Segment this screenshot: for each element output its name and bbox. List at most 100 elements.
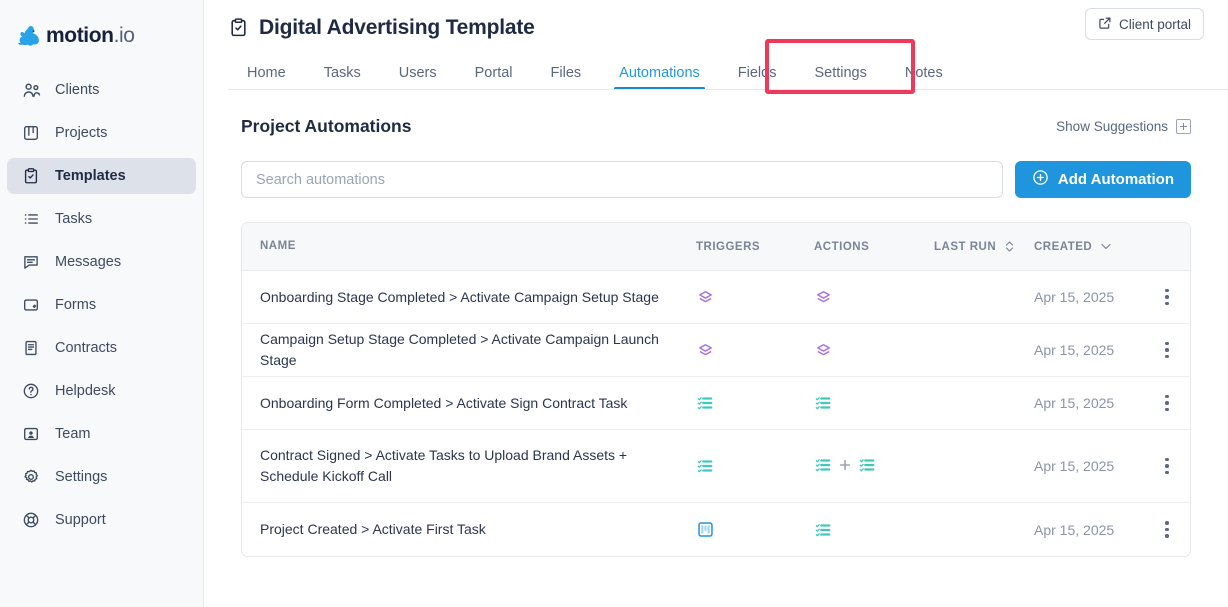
trigger-cell [696, 341, 814, 360]
trigger-cell [696, 520, 814, 539]
message-icon [20, 252, 42, 272]
created-cell: Apr 15, 2025 [1034, 521, 1115, 538]
sidebar-item-label: Tasks [55, 211, 93, 227]
column-header-created-label: CREATED [1034, 240, 1093, 253]
main-content: Digital Advertising Template Client port… [204, 0, 1228, 607]
row-menu-button[interactable] [1144, 285, 1190, 310]
sidebar-item-label: Templates [55, 168, 126, 184]
projects-icon [20, 123, 42, 143]
table-row[interactable]: Project Created > Activate First Task [242, 503, 1190, 556]
sidebar-item-support[interactable]: Support [7, 502, 196, 538]
action-cell [814, 521, 934, 539]
client-portal-label: Client portal [1118, 16, 1191, 32]
automation-name: Campaign Setup Stage Completed > Activat… [260, 331, 659, 368]
trigger-cell [696, 394, 814, 412]
lifebuoy-icon [20, 510, 42, 530]
tab-users[interactable]: Users [398, 64, 437, 81]
sidebar-item-messages[interactable]: Messages [7, 244, 196, 280]
tab-home[interactable]: Home [247, 64, 286, 81]
table-row[interactable]: Campaign Setup Stage Completed > Activat… [242, 324, 1190, 377]
tab-files[interactable]: Files [550, 64, 582, 81]
sidebar-item-team[interactable]: Team [7, 416, 196, 452]
search-input[interactable] [241, 161, 1003, 198]
task-list-icon [814, 521, 832, 539]
trigger-cell [696, 288, 814, 307]
table-row[interactable]: Onboarding Form Completed > Activate Sig… [242, 377, 1190, 430]
table-row[interactable]: Contract Signed > Activate Tasks to Uplo… [242, 430, 1190, 503]
tab-tasks[interactable]: Tasks [323, 64, 361, 81]
section-header: Project Automations Show Suggestions [232, 90, 1200, 137]
sidebar-item-label: Projects [55, 125, 108, 141]
tab-portal[interactable]: Portal [474, 64, 513, 81]
task-list-icon [696, 394, 714, 412]
automation-name: Onboarding Form Completed > Activate Sig… [260, 394, 628, 411]
sidebar-item-settings[interactable]: Settings [7, 459, 196, 495]
kebab-menu-icon [1161, 517, 1173, 542]
column-header-last-run[interactable]: LAST RUN [934, 241, 1034, 253]
stage-icon [696, 288, 715, 307]
tab-fields[interactable]: Fields [737, 64, 777, 81]
automation-name: Project Created > Activate First Task [260, 521, 486, 537]
row-menu-button[interactable] [1144, 391, 1190, 416]
brand-logo[interactable]: motion.io [0, 14, 203, 54]
sidebar-item-label: Contracts [55, 340, 118, 356]
plus-box-icon [1176, 119, 1191, 134]
task-list-icon [858, 456, 876, 477]
row-menu-button[interactable] [1144, 517, 1190, 542]
automation-name: Onboarding Stage Completed > Activate Ca… [260, 288, 659, 305]
brand-name: motion.io [46, 24, 135, 47]
question-circle-icon [20, 381, 42, 401]
add-automation-label: Add Automation [1057, 171, 1174, 188]
sidebar-item-helpdesk[interactable]: Helpdesk [7, 373, 196, 409]
row-menu-button[interactable] [1144, 338, 1190, 363]
row-menu-button[interactable] [1144, 454, 1190, 479]
chevron-down-icon [1101, 243, 1111, 250]
stage-icon [814, 288, 833, 307]
automations-table: NAME TRIGGERS ACTIONS LAST RUN CREATED [241, 222, 1191, 557]
sort-updown-icon [1005, 241, 1014, 252]
kebab-menu-icon [1161, 338, 1173, 363]
form-icon [20, 295, 42, 315]
contract-icon [20, 338, 42, 358]
tab-automations[interactable]: Automations [600, 65, 719, 91]
kebab-menu-icon [1161, 285, 1173, 310]
column-header-created[interactable]: CREATED [1034, 241, 1144, 253]
gear-icon [20, 467, 42, 487]
tab-bar: Home Tasks Users Portal Files Automation… [228, 48, 1228, 91]
stage-icon [814, 341, 833, 360]
plus-circle-icon [1032, 169, 1049, 190]
column-header-actions: ACTIONS [814, 240, 870, 253]
sidebar-item-templates[interactable]: Templates [7, 158, 196, 194]
client-portal-button[interactable]: Client portal [1084, 8, 1204, 40]
rabbit-logo-icon [16, 25, 42, 47]
sidebar-item-forms[interactable]: Forms [7, 287, 196, 323]
clipboard-check-icon [20, 166, 42, 186]
users-icon [20, 80, 42, 100]
sidebar-item-projects[interactable]: Projects [7, 115, 196, 151]
created-cell: Apr 15, 2025 [1034, 289, 1115, 305]
stage-icon [696, 341, 715, 360]
sidebar-item-clients[interactable]: Clients [7, 72, 196, 108]
table-row[interactable]: Onboarding Stage Completed > Activate Ca… [242, 271, 1190, 324]
column-header-last-run-label: LAST RUN [934, 240, 997, 253]
tab-notes[interactable]: Notes [904, 64, 943, 81]
sidebar-item-label: Forms [55, 297, 97, 313]
sidebar-item-label: Clients [55, 82, 100, 98]
add-automation-button[interactable]: Add Automation [1014, 161, 1191, 198]
section-title: Project Automations [241, 116, 412, 136]
tab-bar-divider [228, 89, 1228, 90]
show-suggestions-label: Show Suggestions [1056, 119, 1168, 134]
created-cell: Apr 15, 2025 [1034, 342, 1115, 358]
external-link-icon [1098, 16, 1112, 33]
page-title: Digital Advertising Template [259, 16, 535, 39]
sidebar-item-contracts[interactable]: Contracts [7, 330, 196, 366]
project-board-icon [696, 520, 715, 539]
task-list-icon [814, 456, 832, 477]
title-row: Digital Advertising Template [228, 0, 1204, 48]
trigger-cell [696, 457, 814, 475]
kebab-menu-icon [1161, 454, 1173, 479]
tab-settings[interactable]: Settings [814, 64, 867, 81]
show-suggestions-button[interactable]: Show Suggestions [1056, 119, 1191, 134]
sidebar-item-tasks[interactable]: Tasks [7, 201, 196, 237]
